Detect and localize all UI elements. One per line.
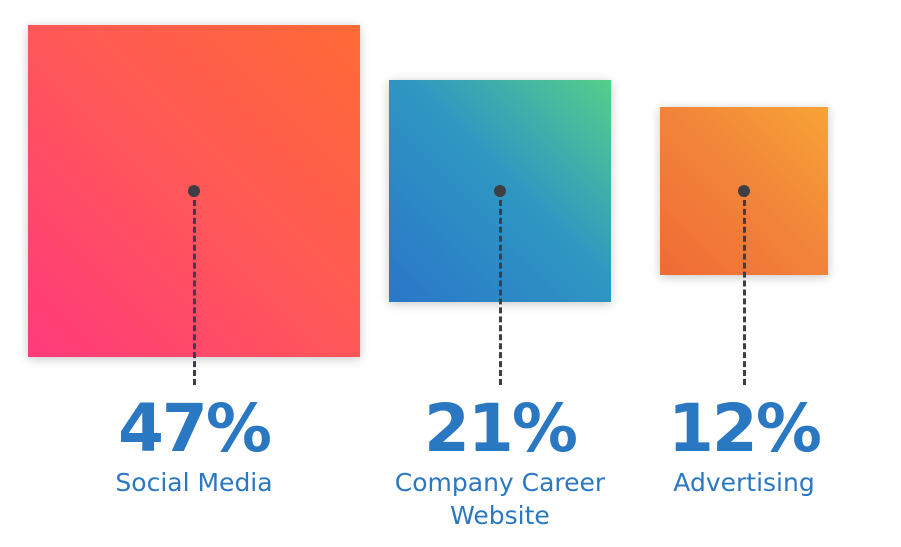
connector-dot-social-media — [188, 185, 200, 197]
connector-line-social-media — [192, 191, 196, 385]
category-label-line: Advertising — [673, 468, 815, 497]
connector-dot-advertising — [738, 185, 750, 197]
value-label-advertising: 12% — [668, 390, 822, 467]
value-label-social-media: 47% — [118, 390, 272, 467]
connector-dot-company-career-website — [494, 185, 506, 197]
value-label-company-career-website: 21% — [424, 390, 578, 467]
category-label-line: Social Media — [115, 468, 273, 497]
connector-line-company-career-website — [498, 191, 502, 385]
category-label-advertising: Advertising — [614, 466, 874, 499]
connector-line-advertising — [742, 191, 746, 385]
category-label-social-media: Social Media — [64, 466, 324, 499]
category-label-line: Website — [450, 501, 550, 530]
category-label-line: Company Career — [394, 468, 606, 497]
category-label-company-career-website: Company Career Website — [370, 466, 630, 532]
